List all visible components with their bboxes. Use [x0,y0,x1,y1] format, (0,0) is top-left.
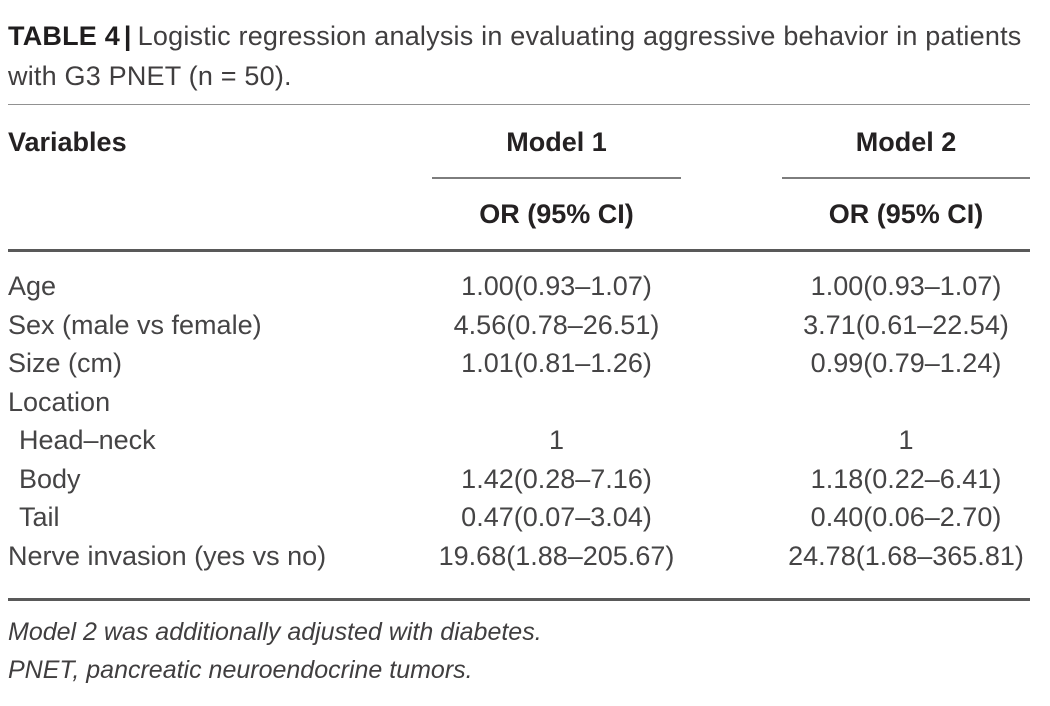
subheader-model1-or-ci: OR (95% CI) [479,199,634,229]
row-variable-label: Sex (male vs female) [8,309,262,340]
caption-separator-bar: | [123,21,132,51]
row-model2-value [782,383,1030,422]
row-model1-value: 1.01(0.81–1.26) [461,348,652,378]
row-variable-label: Body [19,463,81,494]
table-caption: TABLE 4 | Logistic regression analysis in … [8,16,1022,96]
row-variable-label: Nerve invasion (yes vs no) [8,540,327,571]
row-model2-value: 1.00(0.93–1.07) [810,271,1002,301]
caption-text: Logistic regression analysis in evaluati… [8,21,1022,91]
table-row: Body 1.42(0.28–7.16) 1.18(0.22–6.41) [8,460,1030,499]
footnote-pnet-abbreviation: PNET, pancreatic neuroendocrine tumors. [8,656,473,684]
table-top-rule [8,104,1030,105]
row-model2-value: 0.40(0.06–2.70) [810,502,1002,532]
table-body: Age 1.00(0.93–1.07) 1.00(0.93–1.07) Sex … [8,252,1030,601]
table-row: Size (cm) 1.01(0.81–1.26) 0.99(0.79–1.24… [8,344,1030,383]
column-header-variables: Variables [8,127,127,157]
row-variable-label: Head–neck [19,425,156,455]
table-row: Head–neck 1 1 [8,421,1030,460]
row-model2-value: 3.71(0.61–22.54) [803,309,1009,340]
row-model1-value: 1 [548,425,565,455]
table-row: Tail 0.47(0.07–3.04) 0.40(0.06–2.70) [8,498,1030,537]
row-model1-value: 19.68(1.88–205.67) [438,540,675,571]
footnote-model2-adjustment: Model 2 was additionally adjusted with d… [8,618,542,646]
row-variable-label: Size (cm) [8,348,122,378]
table-row-group-location: Location [8,383,1030,422]
row-model1-value: 1.42(0.28–7.16) [461,463,652,494]
row-model2-value: 1 [898,425,914,455]
table-row: Age 1.00(0.93–1.07) 1.00(0.93–1.07) [8,267,1030,306]
table-label: TABLE 4 [8,21,120,51]
table-header-subheaders: OR (95% CI) OR (95% CI) [8,179,1030,252]
row-model1-value [432,383,681,422]
header-gap [681,179,782,249]
table-footnotes: Model 2 was additionally adjusted with d… [8,613,1030,689]
column-header-model1: Model 1 [432,105,681,179]
row-model2-value: 0.99(0.79–1.24) [810,348,1002,378]
row-model1-value: 4.56(0.78–26.51) [453,309,660,340]
table-row: Nerve invasion (yes vs no) 19.68(1.88–20… [8,537,1030,576]
row-variable-label: Tail [19,502,60,532]
subheader-model2-or-ci: OR (95% CI) [828,199,984,229]
table-row: Sex (male vs female) 4.56(0.78–26.51) 3.… [8,306,1030,345]
row-model1-value: 1.00(0.93–1.07) [461,271,652,301]
row-model2-value: 24.78(1.68–365.81) [788,540,1024,571]
row-model1-value: 0.47(0.07–3.04) [461,502,652,532]
column-header-model2: Model 2 [782,105,1030,179]
subheader-empty [8,179,432,249]
table-header-groups: Variables Model 1 Model 2 [8,105,1030,179]
header-gap [681,105,782,179]
row-model2-value: 1.18(0.22–6.41) [810,463,1002,494]
row-variable-label: Location [8,386,111,417]
row-variable-label: Age [8,271,57,301]
